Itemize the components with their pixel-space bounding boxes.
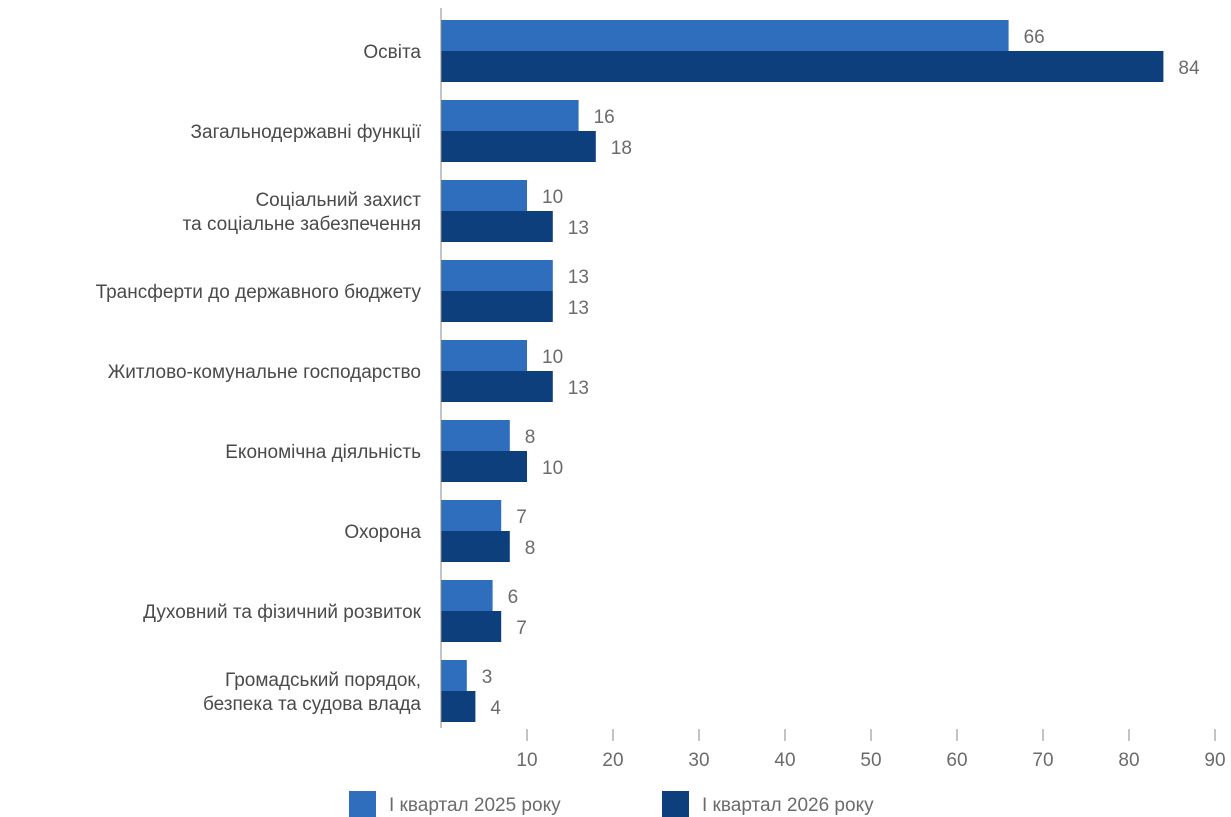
bar: [441, 20, 1009, 51]
x-tick-label: 20: [602, 750, 623, 771]
data-label: 66: [1024, 27, 1045, 48]
data-label: 18: [611, 138, 632, 159]
x-tick-label: 30: [688, 750, 709, 771]
x-tick-label: 50: [860, 750, 881, 771]
data-label: 8: [525, 538, 536, 559]
bar: [441, 660, 467, 691]
bar: [441, 340, 527, 371]
category-label: Економічна діяльність: [225, 442, 421, 463]
data-label: 16: [594, 107, 615, 128]
bar: [441, 420, 510, 451]
bar: [441, 260, 553, 291]
data-label: 10: [542, 458, 563, 479]
data-label: 13: [568, 298, 589, 319]
category-label: Громадський порядок,: [225, 670, 421, 691]
category-label: Трансферти до державного бюджету: [96, 282, 422, 303]
bar: [441, 611, 502, 642]
category-label: Житлово-комунальне господарство: [108, 362, 421, 383]
bar: [441, 691, 476, 722]
data-label: 84: [1178, 58, 1200, 79]
category-labels: Освіта Загальнодержавні функції Соціальний…: [96, 42, 422, 715]
bar: [441, 180, 527, 211]
data-label: 10: [542, 347, 563, 368]
data-label: 3: [482, 667, 493, 688]
data-label: 6: [508, 587, 519, 608]
x-tick-label: 40: [774, 750, 795, 771]
data-label: 13: [568, 267, 589, 288]
category-label: Духовний та фізичний розвиток: [143, 602, 422, 623]
category-label: та соціальне забезпечення: [183, 214, 421, 235]
bar: [441, 371, 553, 402]
category-label: безпека та судова влада: [203, 694, 421, 715]
legend-swatch: [349, 791, 376, 817]
legend-swatch: [662, 791, 689, 817]
category-label: Загальнодержавні функції: [191, 122, 422, 143]
legend-label: І квартал 2025 року: [389, 795, 561, 816]
data-label: 7: [516, 618, 527, 639]
data-label: 13: [568, 378, 589, 399]
bar: [441, 500, 502, 531]
x-tick-label: 90: [1204, 750, 1225, 771]
bar: [441, 51, 1164, 82]
bars: [441, 20, 1164, 722]
category-label: Освіта: [363, 42, 421, 63]
data-label: 10: [542, 187, 563, 208]
legend-label: І квартал 2026 року: [702, 795, 874, 816]
bar: [441, 451, 527, 482]
category-label: Соціальний захист: [255, 190, 421, 211]
data-label: 4: [490, 698, 501, 719]
x-axis-ticks: 10 20 30 40 50 60 70 80 90: [516, 729, 1226, 771]
bar: [441, 580, 493, 611]
x-tick-label: 70: [1032, 750, 1053, 771]
data-label: 8: [525, 427, 536, 448]
x-tick-label: 60: [946, 750, 967, 771]
x-tick-label: 80: [1118, 750, 1139, 771]
bar: [441, 211, 553, 242]
bar: [441, 131, 596, 162]
legend: І квартал 2025 року І квартал 2026 року: [349, 791, 874, 817]
data-label: 13: [568, 218, 589, 239]
bar: [441, 291, 553, 322]
data-label: 7: [516, 507, 527, 528]
x-tick-label: 10: [516, 750, 537, 771]
bar: [441, 100, 579, 131]
category-label: Охорона: [344, 522, 421, 543]
bar: [441, 531, 510, 562]
